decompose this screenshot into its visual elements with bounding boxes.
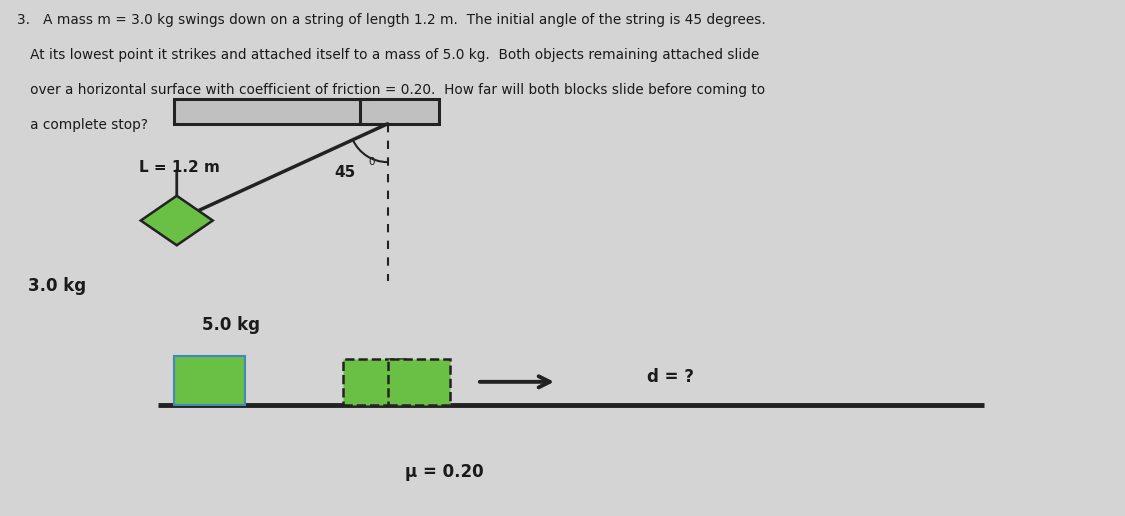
Bar xyxy=(174,356,245,405)
Text: 45: 45 xyxy=(334,165,356,181)
Bar xyxy=(343,359,405,405)
Text: μ = 0.20: μ = 0.20 xyxy=(405,463,484,481)
Text: a complete stop?: a complete stop? xyxy=(17,118,147,132)
Text: 5.0 kg: 5.0 kg xyxy=(201,316,260,334)
Text: 0: 0 xyxy=(369,156,375,167)
Bar xyxy=(174,99,371,124)
Bar xyxy=(360,99,439,124)
Bar xyxy=(388,359,450,405)
Text: over a horizontal surface with coefficient of friction = 0.20.  How far will bot: over a horizontal surface with coefficie… xyxy=(17,83,765,97)
Polygon shape xyxy=(141,196,213,245)
Text: 3.0 kg: 3.0 kg xyxy=(28,278,87,295)
Text: At its lowest point it strikes and attached itself to a mass of 5.0 kg.  Both ob: At its lowest point it strikes and attac… xyxy=(17,48,759,62)
Text: L = 1.2 m: L = 1.2 m xyxy=(140,159,220,174)
Text: d = ?: d = ? xyxy=(647,368,694,385)
Text: 3.   A mass m = 3.0 kg swings down on a string of length 1.2 m.  The initial ang: 3. A mass m = 3.0 kg swings down on a st… xyxy=(17,13,766,27)
